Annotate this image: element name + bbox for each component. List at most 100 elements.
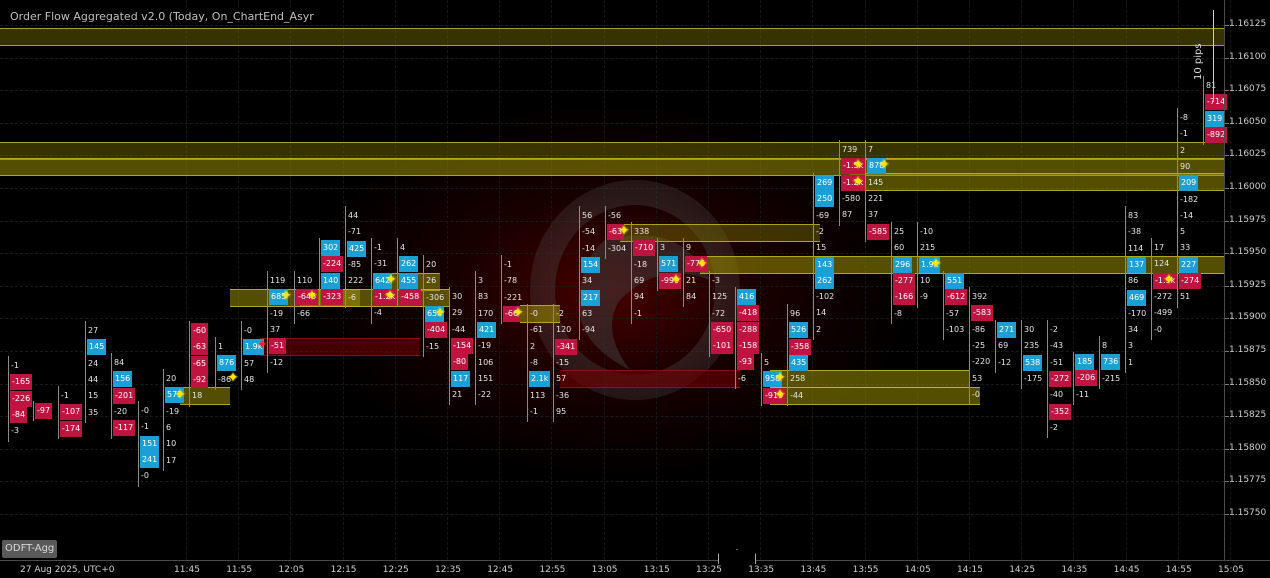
price-tick bbox=[1225, 481, 1229, 483]
imbalance-star-icon: ✦ bbox=[280, 288, 292, 304]
grid-line-vertical bbox=[1125, 0, 1127, 560]
footprint-cell: 435 bbox=[789, 354, 809, 371]
grid-line-vertical bbox=[290, 0, 292, 560]
footprint-cell: -8 bbox=[1180, 113, 1188, 122]
footprint-cell: 235 bbox=[1024, 341, 1040, 351]
red-marker-icon: ✦ bbox=[256, 337, 268, 353]
footprint-cell: 421 bbox=[477, 321, 497, 338]
grid-line-vertical bbox=[969, 0, 970, 560]
grid-line-vertical bbox=[708, 0, 709, 560]
footprint-cell: -352 bbox=[1049, 403, 1072, 420]
footprint-cell: 4 bbox=[400, 243, 406, 252]
footprint-cell: -220 bbox=[972, 357, 991, 367]
time-label: 13:05 bbox=[591, 565, 618, 575]
footprint-cell: 338 bbox=[634, 227, 650, 236]
candle-wick bbox=[995, 320, 996, 373]
price-label: 1.15875 bbox=[1229, 345, 1267, 355]
footprint-cell: -66 bbox=[297, 308, 311, 318]
footprint-cell: -36 bbox=[556, 390, 570, 400]
candle-wick bbox=[553, 304, 554, 423]
footprint-cell: 114 bbox=[1128, 243, 1144, 253]
time-label: 11:55 bbox=[226, 565, 253, 575]
footprint-cell: -94 bbox=[582, 325, 596, 335]
price-tick bbox=[1225, 253, 1229, 255]
footprint-cell: 241 bbox=[140, 451, 160, 468]
footprint-cell: 51 bbox=[1180, 292, 1191, 302]
footprint-cell: -277 bbox=[893, 272, 916, 289]
footprint-cell: 15 bbox=[88, 391, 99, 401]
footprint-cell: 1 bbox=[1128, 357, 1134, 367]
candle-wick bbox=[319, 238, 320, 308]
candle-wick bbox=[475, 271, 476, 406]
footprint-cell: 5 bbox=[1180, 227, 1186, 237]
footprint-cell: -25 bbox=[972, 340, 986, 350]
footprint-cell: 110 bbox=[297, 276, 313, 285]
footprint-cell: 34 bbox=[582, 276, 593, 286]
footprint-cell: -2 bbox=[816, 226, 824, 236]
footprint-cell: 2 bbox=[1180, 145, 1186, 155]
footprint-cell: -1 bbox=[530, 406, 538, 416]
footprint-cell: 3 bbox=[1128, 341, 1134, 351]
grid-line bbox=[0, 514, 1224, 515]
footprint-cell: 117 bbox=[451, 370, 471, 387]
footprint-cell: -154 bbox=[451, 337, 474, 354]
footprint-cell: -182 bbox=[1180, 194, 1199, 204]
grid-line bbox=[0, 416, 1224, 418]
footprint-cell: 296 bbox=[893, 256, 913, 273]
footprint-cell: -404 bbox=[425, 322, 448, 339]
time-label: 12:15 bbox=[330, 565, 357, 575]
footprint-cell: -612 bbox=[945, 289, 968, 306]
time-axis[interactable]: 27 Aug 2025, UTC+0 11:45 11:55 12:05 12:15 1… bbox=[0, 560, 1270, 578]
price-tick bbox=[1225, 25, 1229, 26]
footprint-cell: -1.2k bbox=[373, 288, 398, 305]
imbalance-star-icon: ✦ bbox=[696, 256, 708, 272]
grid-line-vertical bbox=[1021, 0, 1023, 560]
grid-line bbox=[0, 25, 1224, 26]
candle-wick bbox=[527, 304, 528, 423]
footprint-cell: 69 bbox=[998, 341, 1009, 351]
imbalance-star-icon: ✦ bbox=[774, 370, 786, 386]
time-label: 12:25 bbox=[382, 565, 409, 575]
price-axis[interactable]: 1.16125 1.16100 1.16075 1.16050 1.16025 1.160… bbox=[1224, 0, 1270, 560]
footprint-cell: 6 bbox=[166, 422, 172, 432]
footprint-cell: -84 bbox=[10, 406, 28, 423]
footprint-cell: 262 bbox=[815, 272, 835, 289]
grid-line bbox=[0, 318, 1224, 320]
footprint-cell: 17 bbox=[1154, 243, 1165, 252]
footprint-cell: 137 bbox=[1127, 256, 1147, 273]
footprint-cell: -919 bbox=[763, 387, 786, 404]
time-label: 13:35 bbox=[748, 565, 775, 575]
footprint-cell: 302 bbox=[321, 240, 341, 256]
footprint-cell: -201 bbox=[113, 387, 136, 404]
footprint-cell: -102 bbox=[816, 292, 835, 302]
grid-line bbox=[0, 481, 1224, 483]
footprint-cell: -63 bbox=[191, 339, 209, 356]
candle-wick bbox=[579, 206, 580, 341]
indicator-badge[interactable]: ODFT-Agg bbox=[2, 540, 58, 558]
footprint-cell: -40 bbox=[1050, 390, 1064, 400]
footprint-cell: 392 bbox=[972, 292, 988, 301]
footprint-cell: -8 bbox=[894, 308, 902, 318]
candle-wick bbox=[865, 140, 866, 242]
footprint-cell: 215 bbox=[920, 243, 936, 253]
time-label: 13:15 bbox=[643, 565, 670, 575]
time-label: 14:25 bbox=[1009, 565, 1036, 575]
price-label: 1.16050 bbox=[1229, 116, 1267, 127]
price-label: 1.15825 bbox=[1229, 410, 1267, 421]
footprint-cell: -61 bbox=[530, 325, 544, 335]
footprint-cell: 33 bbox=[1180, 243, 1191, 253]
candle-wick bbox=[917, 222, 918, 308]
price-label: 1.15800 bbox=[1229, 442, 1267, 453]
footprint-cell: 145 bbox=[87, 339, 107, 356]
candle-wick bbox=[397, 238, 398, 308]
candle-wick bbox=[423, 255, 424, 357]
grid-line-vertical bbox=[1177, 0, 1179, 560]
candle-wick bbox=[761, 353, 762, 406]
footprint-cell: 113 bbox=[530, 390, 546, 400]
footprint-cell: 30 bbox=[1024, 325, 1035, 334]
footprint-cell: 258 bbox=[790, 374, 806, 384]
candle-wick bbox=[345, 206, 346, 308]
footprint-cell: 140 bbox=[321, 272, 341, 289]
footprint-cell: -418 bbox=[737, 305, 760, 322]
